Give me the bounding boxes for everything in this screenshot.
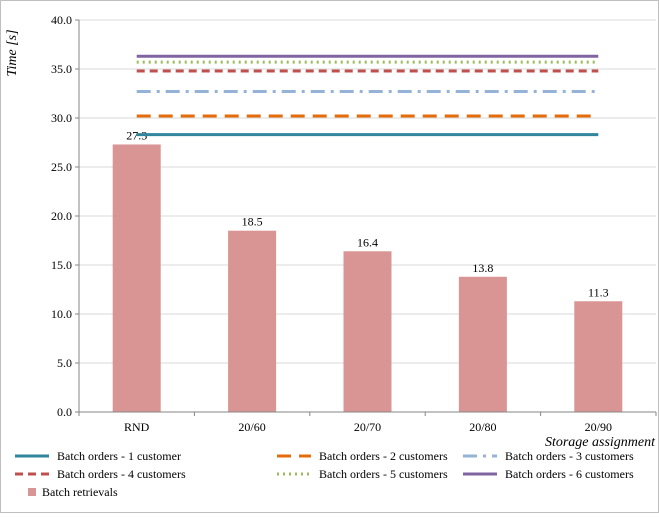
x-tick-labels: RND 20/60 20/70 20/80 20/90 (124, 420, 612, 434)
y-tick-label: 0.0 (57, 405, 72, 419)
bar-series (112, 144, 623, 412)
x-tick-label: RND (124, 420, 150, 434)
bar (343, 251, 392, 412)
legend-swatch (28, 488, 36, 496)
bar (112, 144, 161, 412)
y-tick-label: 15.0 (51, 258, 72, 272)
x-axis-title: Storage assignment (545, 435, 656, 450)
legend-label: Batch orders - 3 customers (505, 449, 634, 463)
x-tick-label: 20/70 (354, 420, 381, 434)
legend-label: Batch retrievals (42, 485, 118, 499)
legend-label: Batch orders - 4 customers (57, 467, 186, 481)
legend-label: Batch orders - 2 customers (319, 449, 448, 463)
line-series (136, 54, 599, 137)
axes (75, 19, 657, 416)
x-tick-label: 20/90 (585, 420, 612, 434)
y-tick-label: 25.0 (51, 160, 72, 174)
y-tick-label: 30.0 (51, 111, 72, 125)
y-tick-label: 35.0 (51, 62, 72, 76)
y-tick-label: 5.0 (57, 356, 72, 370)
bar-data-label: 18.5 (242, 215, 263, 229)
y-axis-title: Time [s] (5, 29, 20, 76)
legend-label: Batch orders - 1 customer (57, 449, 181, 463)
bar (574, 301, 623, 412)
bar (458, 276, 507, 412)
y-tick-label: 40.0 (51, 13, 72, 27)
x-tick-label: 20/80 (469, 420, 496, 434)
x-tick-label: 20/60 (238, 420, 265, 434)
y-tick-label: 20.0 (51, 209, 72, 223)
bar-data-label: 11.3 (588, 285, 609, 299)
bar-data-label: 13.8 (472, 261, 493, 275)
legend: Batch orders - 1 customer Batch orders - … (15, 449, 634, 499)
bar (228, 230, 277, 412)
legend-label: Batch orders - 6 customers (505, 467, 634, 481)
bar-data-labels: 27.318.516.413.811.3 (126, 128, 608, 299)
bar-data-label: 16.4 (357, 235, 378, 249)
y-tick-labels: 0.0 5.0 10.0 15.0 20.0 25.0 30.0 35.0 40.0 (51, 13, 72, 419)
y-tick-label: 10.0 (51, 307, 72, 321)
legend-label: Batch orders - 5 customers (319, 467, 448, 481)
